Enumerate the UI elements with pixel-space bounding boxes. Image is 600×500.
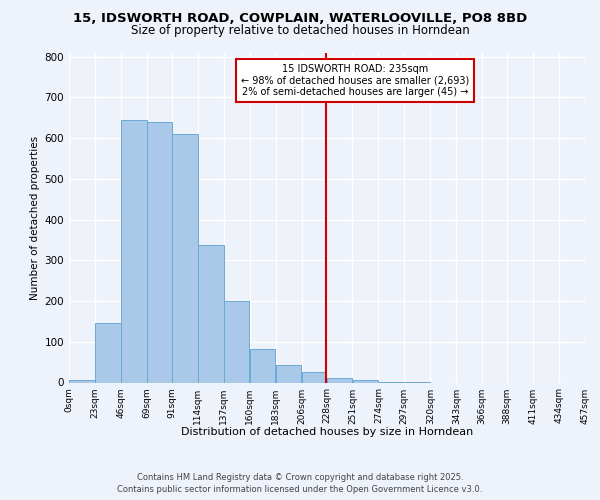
Bar <box>147 122 172 382</box>
Bar <box>172 134 197 382</box>
X-axis label: Distribution of detached houses by size in Horndean: Distribution of detached houses by size … <box>181 426 473 436</box>
Bar <box>224 301 250 382</box>
Y-axis label: Number of detached properties: Number of detached properties <box>31 136 40 300</box>
Bar <box>198 245 224 382</box>
Bar <box>250 348 275 382</box>
Bar <box>326 378 352 382</box>
Bar <box>69 380 95 382</box>
Bar <box>353 380 378 382</box>
Bar <box>276 366 301 382</box>
Bar <box>95 324 121 382</box>
Bar <box>302 372 326 382</box>
Text: Contains HM Land Registry data © Crown copyright and database right 2025.
Contai: Contains HM Land Registry data © Crown c… <box>118 473 482 494</box>
Text: 15, IDSWORTH ROAD, COWPLAIN, WATERLOOVILLE, PO8 8BD: 15, IDSWORTH ROAD, COWPLAIN, WATERLOOVIL… <box>73 12 527 26</box>
Bar <box>121 120 147 382</box>
Text: Size of property relative to detached houses in Horndean: Size of property relative to detached ho… <box>131 24 469 37</box>
Text: 15 IDSWORTH ROAD: 235sqm
← 98% of detached houses are smaller (2,693)
2% of semi: 15 IDSWORTH ROAD: 235sqm ← 98% of detach… <box>241 64 470 97</box>
